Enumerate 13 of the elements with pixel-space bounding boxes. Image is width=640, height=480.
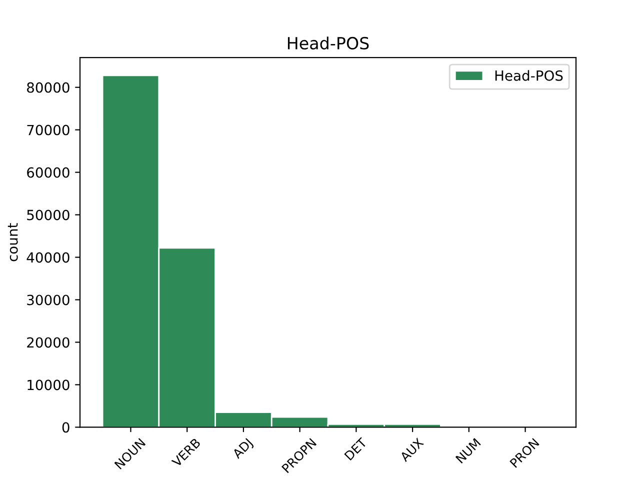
x-tick-label: ADJ bbox=[232, 438, 255, 461]
chart-title: Head-POS bbox=[288, 36, 369, 50]
legend-label: Head-POS bbox=[495, 70, 563, 81]
y-tick-label: 70000 bbox=[27, 124, 70, 136]
y-tick-label: 60000 bbox=[27, 167, 70, 178]
y-tick-label: 40000 bbox=[26, 252, 70, 263]
y-tick-label: 30000 bbox=[27, 294, 70, 306]
y-tick-label: 80000 bbox=[27, 82, 70, 93]
y-axis-title: count bbox=[8, 223, 18, 262]
y-tick-label: 10000 bbox=[28, 380, 70, 390]
y-tick-label: 50000 bbox=[27, 210, 70, 220]
y-tick-label: 0 bbox=[62, 422, 70, 433]
y-tick-label: 20000 bbox=[27, 337, 70, 348]
